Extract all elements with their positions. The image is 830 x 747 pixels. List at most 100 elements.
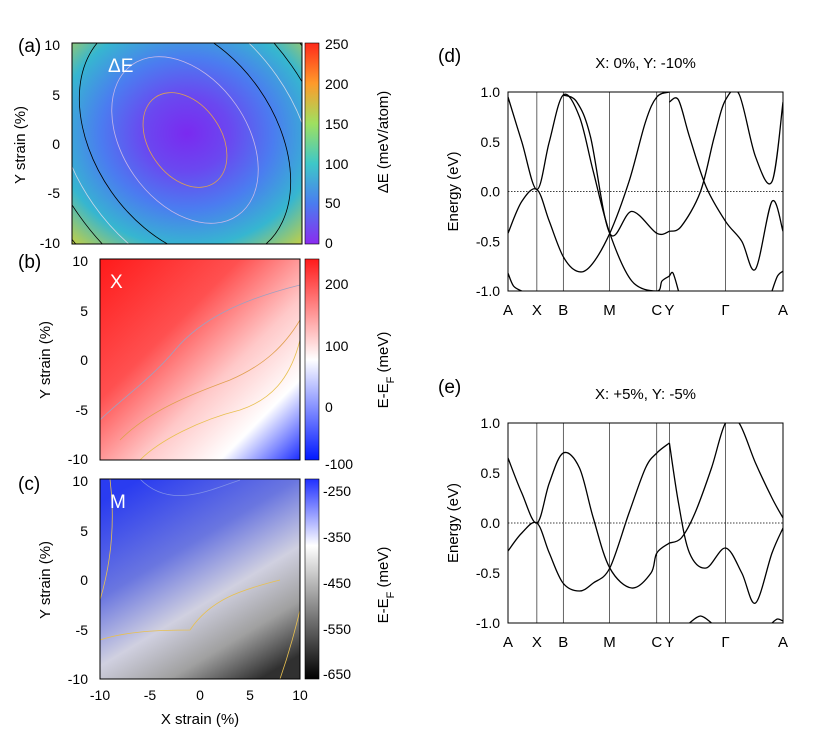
- panel-a-ytick: 0: [52, 136, 60, 152]
- panel-b-colorbar-ticks: 200 100 0 -100: [325, 276, 353, 472]
- panel-e-frame: [507, 422, 784, 624]
- panel-a: (a) ΔE 10 5 0 -5 -10 Y strain (%) 250 20…: [12, 36, 392, 251]
- colorbar-c-tick: -450: [323, 575, 351, 591]
- panel-d-band-line: [669, 92, 783, 232]
- colorbar-a-tick: 200: [325, 76, 349, 92]
- colorbar-b-tick: -100: [325, 456, 353, 472]
- panel-d-bands: [508, 92, 783, 291]
- panel-d-frame: [507, 91, 784, 292]
- panel-a-contours: [72, 43, 302, 244]
- panel-e-band-structure: X: +5%, Y: -5%(e)1.00.50.0-0.5-1.0A X B M C Y…: [438, 377, 788, 651]
- panel-d-ytick: -1.0: [476, 283, 500, 299]
- panel-d-kpoint-label: Y: [664, 302, 674, 319]
- colorbar-b-tick: 0: [325, 399, 333, 415]
- panel-e-title: X: +5%, Y: -5%: [595, 386, 696, 403]
- panel-b-yticks: 10 5 0 -5 -10: [68, 253, 88, 467]
- panel-a-colorbar-label: ΔE (meV/atom): [375, 91, 392, 194]
- panel-a-ytick: 10: [44, 37, 60, 53]
- panel-e-band-line: [508, 442, 670, 592]
- panel-e-ylabel: Energy (eV): [445, 483, 462, 563]
- panel-d-band-structure: X: 0%, Y: -10%(d)1.00.50.0-0.5-1.0A X B M C Y…: [438, 46, 788, 319]
- panel-c-frame: [99, 478, 301, 680]
- panel-e-bands: [508, 423, 783, 623]
- panel-c-contour: [279, 609, 301, 680]
- panel-b-frame: [99, 258, 301, 461]
- panel-c-contour: [99, 579, 281, 641]
- panel-d-kpoint-label: A: [778, 302, 788, 319]
- panel-c-xticks: -10 -5 0 5 10: [90, 687, 308, 703]
- panel-c-xtick: 10: [292, 687, 308, 703]
- panel-e-kpoint-label: Γ: [721, 634, 729, 651]
- panel-c-contour: [99, 478, 113, 601]
- panel-e-ytick: -1.0: [476, 615, 500, 631]
- panel-b-ytick: -5: [76, 402, 89, 418]
- panel-b-colorbar-label: E-EF (meV): [375, 332, 397, 409]
- panel-d-kpoint-label: M: [603, 302, 616, 319]
- panel-b-ytick: 10: [72, 253, 88, 269]
- panel-b-heatmap: [100, 259, 300, 460]
- panel-b: (b) X 10 5 0 -5 -10 Y strain (%) 200 100…: [18, 252, 397, 472]
- panel-d-ylabel: Energy (eV): [445, 151, 462, 231]
- panel-c-xtick: 5: [246, 687, 254, 703]
- panel-c-colorbar-ticks: -250 -350 -450 -550 -650: [323, 483, 351, 682]
- panel-d-band-line: [669, 97, 783, 271]
- panel-d-ytick: 0.5: [481, 134, 501, 150]
- panel-c-ytick: 5: [80, 523, 88, 539]
- panel-d-kpoint-label: Γ: [721, 302, 729, 319]
- panel-b-contour: [139, 339, 301, 461]
- panel-e-band-line: [508, 451, 670, 589]
- panel-e-kpoint-label: A: [778, 634, 788, 651]
- panel-e-kpoint-label: B: [558, 634, 568, 651]
- panel-b-ytick: -10: [68, 451, 88, 467]
- panel-a-inner-label: ΔE: [108, 56, 133, 77]
- panel-c-ytick: -5: [76, 622, 89, 638]
- panel-c-ytick: -10: [68, 671, 88, 687]
- panel-e-kpoint-label: Y: [664, 634, 674, 651]
- panel-c-yticks: 10 5 0 -5 -10: [68, 473, 88, 687]
- panel-d-band-line: [563, 94, 670, 237]
- panel-e-ytick: 0.5: [481, 465, 501, 481]
- panel-a-colorbar-ticks: 250 200 150 100 50 0: [325, 36, 349, 251]
- panel-c-xtick: 0: [196, 687, 204, 703]
- panel-c-xtick: -5: [144, 687, 157, 703]
- panel-c: (c) M 10 5 0 -5 -10 -10 -5 0 5 10 X stra…: [18, 473, 397, 728]
- panel-c-ylabel: Y strain (%): [37, 541, 54, 619]
- colorbar-b-tick: 200: [325, 276, 349, 292]
- colorbar-a-tick: 150: [325, 116, 349, 132]
- panel-d-kpoint-label: B: [558, 302, 568, 319]
- panel-d-band-line: [771, 270, 783, 291]
- colorbar-a-tick: 50: [325, 195, 341, 211]
- panel-c-xtick: -10: [90, 687, 110, 703]
- panel-a-ylabel: Y strain (%): [12, 106, 29, 184]
- panel-d-letter: (d): [438, 46, 461, 67]
- panel-a-heatmap: [72, 43, 302, 244]
- panel-d-ytick: -0.5: [476, 233, 500, 249]
- panel-d-band-line: [508, 272, 523, 291]
- panel-e-band-line: [689, 615, 712, 623]
- panel-c-heatmap: [100, 479, 300, 679]
- colorbar-a-tick: 250: [325, 36, 349, 52]
- colorbar-c-tick: -650: [323, 666, 351, 682]
- panel-e-letter: (e): [438, 377, 461, 398]
- panel-d-kpoint-label: X: [532, 302, 542, 319]
- panel-b-ylabel: Y strain (%): [37, 321, 54, 399]
- panel-a-letter: (a): [18, 36, 41, 57]
- panel-d-title: X: 0%, Y: -10%: [595, 55, 696, 72]
- panel-a-ytick: 5: [52, 87, 60, 103]
- panel-e-band-line: [669, 423, 783, 544]
- panel-e-kpoint-label: A: [503, 634, 513, 651]
- colorbar-a-tick: 0: [325, 235, 333, 251]
- panel-d-band-line: [668, 271, 680, 291]
- panel-b-contour: [119, 319, 301, 441]
- panel-d-band-line: [508, 92, 670, 273]
- panel-c-inner-label: M: [110, 492, 126, 513]
- panel-c-colorbar: [304, 478, 320, 680]
- panel-d-ytick: 1.0: [481, 84, 501, 100]
- panel-e-ytick: 1.0: [481, 415, 501, 431]
- panel-b-ytick: 0: [80, 352, 88, 368]
- panel-e-band-line: [771, 618, 783, 623]
- panel-e-band-line: [668, 442, 783, 604]
- colorbar-c-tick: -250: [323, 483, 351, 499]
- panel-c-contour: [139, 478, 241, 496]
